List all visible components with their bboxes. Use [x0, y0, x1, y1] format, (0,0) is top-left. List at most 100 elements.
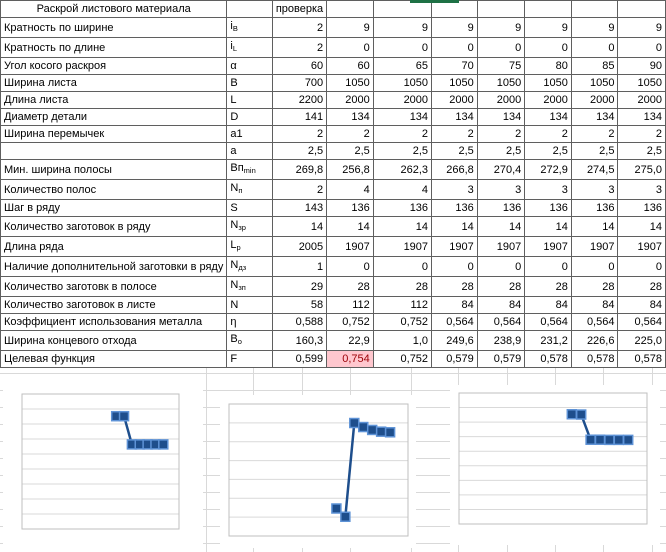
cell-value[interactable]: 136: [524, 199, 572, 217]
cell-value[interactable]: 134: [524, 108, 572, 126]
cell-value[interactable]: [524, 0, 572, 18]
cell-value[interactable]: 0: [372, 37, 433, 58]
cell-value[interactable]: 1050: [524, 74, 572, 92]
cell-value[interactable]: 112: [326, 296, 374, 314]
cell-value[interactable]: 84: [617, 296, 666, 314]
cell-value[interactable]: 29: [271, 276, 328, 297]
cell-value[interactable]: 270,4: [476, 159, 526, 180]
cell-value[interactable]: 134: [570, 108, 619, 126]
cell-value[interactable]: 1050: [372, 74, 433, 92]
cell-value[interactable]: 3: [570, 179, 619, 200]
cell-label[interactable]: Ширина концевого отхода: [0, 330, 228, 351]
cell-value[interactable]: 143: [271, 199, 328, 217]
cell-value[interactable]: 84: [524, 296, 572, 314]
cell-value[interactable]: 84: [570, 296, 619, 314]
cell-label[interactable]: Целевая функция: [0, 350, 228, 368]
cell-value[interactable]: 136: [476, 199, 526, 217]
cell-value[interactable]: 2000: [524, 91, 572, 109]
cell-value[interactable]: 14: [570, 216, 619, 237]
cell-value[interactable]: 2,5: [476, 142, 526, 160]
cell-value[interactable]: 2000: [431, 91, 478, 109]
cell-value[interactable]: 2,5: [326, 142, 374, 160]
cell-value[interactable]: 0,564: [570, 313, 619, 331]
cell-value[interactable]: 60: [326, 57, 374, 75]
cell-value[interactable]: 2000: [326, 91, 374, 109]
cell-value[interactable]: 2: [271, 17, 328, 38]
cell-value[interactable]: [326, 0, 374, 18]
cell-title[interactable]: Раскрой листового материала: [0, 0, 228, 18]
cell-value[interactable]: 3: [431, 179, 478, 200]
cell-value[interactable]: 0: [476, 37, 526, 58]
cell-value[interactable]: 274,5: [570, 159, 619, 180]
cell-value[interactable]: 85: [570, 57, 619, 75]
cell-value[interactable]: 4: [326, 179, 374, 200]
cell-value[interactable]: 136: [570, 199, 619, 217]
cell-value[interactable]: 4: [372, 179, 433, 200]
cell-value[interactable]: 3: [617, 179, 666, 200]
cell-value[interactable]: 0,752: [326, 313, 374, 331]
cell-symbol[interactable]: Lр: [226, 236, 273, 257]
cell-label[interactable]: Кратность по длине: [0, 37, 228, 58]
cell-value[interactable]: 238,9: [476, 330, 526, 351]
cell-value[interactable]: 269,8: [271, 159, 328, 180]
cell-value[interactable]: 2: [372, 125, 433, 143]
cell-value[interactable]: 90: [617, 57, 666, 75]
cell-value[interactable]: 2,5: [271, 142, 328, 160]
cell-symbol[interactable]: a: [226, 142, 273, 160]
cell-value[interactable]: 1907: [326, 236, 374, 257]
cell-value[interactable]: [570, 0, 619, 18]
cell-value[interactable]: 262,3: [372, 159, 433, 180]
cell-value[interactable]: [431, 0, 478, 18]
cell-value[interactable]: 0,579: [431, 350, 478, 368]
cell-value[interactable]: 141: [271, 108, 328, 126]
cell-value[interactable]: 2000: [570, 91, 619, 109]
cell-value[interactable]: 1907: [570, 236, 619, 257]
cell-value[interactable]: 0,579: [476, 350, 526, 368]
cell-value[interactable]: 2: [271, 125, 328, 143]
cell-value[interactable]: 0,564: [431, 313, 478, 331]
cell-symbol[interactable]: α: [226, 57, 273, 75]
cell-value[interactable]: 60: [271, 57, 328, 75]
cell-value[interactable]: 2: [271, 37, 328, 58]
cell-value[interactable]: [372, 0, 433, 18]
cell-label[interactable]: Длина листа: [0, 91, 228, 109]
cell-symbol[interactable]: η: [226, 313, 273, 331]
cell-value[interactable]: 0,564: [476, 313, 526, 331]
cell-value[interactable]: 272,9: [524, 159, 572, 180]
cell-value[interactable]: 134: [372, 108, 433, 126]
cell-symbol[interactable]: S: [226, 199, 273, 217]
cell-symbol[interactable]: Nзр: [226, 216, 273, 237]
cell-label[interactable]: Количество полос: [0, 179, 228, 200]
cell-value[interactable]: 2005: [271, 236, 328, 257]
cell-symbol[interactable]: iL: [226, 37, 273, 58]
cell-value[interactable]: 70: [431, 57, 478, 75]
cell-value[interactable]: 2,5: [617, 142, 666, 160]
cell-value[interactable]: 134: [476, 108, 526, 126]
cell-label[interactable]: Количество заготовк в полосе: [0, 276, 228, 297]
cell-value[interactable]: 2: [271, 179, 328, 200]
cell-value[interactable]: 0: [431, 256, 478, 277]
cell-value[interactable]: 275,0: [617, 159, 666, 180]
cell-value[interactable]: 1050: [431, 74, 478, 92]
cell-label[interactable]: Мин. ширина полосы: [0, 159, 228, 180]
cell-value[interactable]: 2: [524, 125, 572, 143]
cell-value[interactable]: 0,564: [524, 313, 572, 331]
cell-value[interactable]: 231,2: [524, 330, 572, 351]
cell-value[interactable]: 225,0: [617, 330, 666, 351]
cell-value[interactable]: 28: [617, 276, 666, 297]
cell-value[interactable]: 0: [617, 256, 666, 277]
cell-value[interactable]: 2: [476, 125, 526, 143]
cell-value[interactable]: 134: [431, 108, 478, 126]
cell-value[interactable]: 0: [326, 37, 374, 58]
cell-value[interactable]: 2200: [271, 91, 328, 109]
cell-value[interactable]: 2000: [617, 91, 666, 109]
cell-label[interactable]: [0, 142, 228, 160]
cell-value[interactable]: 2: [326, 125, 374, 143]
cell-value[interactable]: 2: [617, 125, 666, 143]
cell-value[interactable]: 9: [524, 17, 572, 38]
cell-symbol[interactable]: Bо: [226, 330, 273, 351]
cell-symbol[interactable]: Nзп: [226, 276, 273, 297]
cell-value[interactable]: 136: [617, 199, 666, 217]
cell-symbol[interactable]: iB: [226, 17, 273, 38]
cell-value[interactable]: 134: [617, 108, 666, 126]
